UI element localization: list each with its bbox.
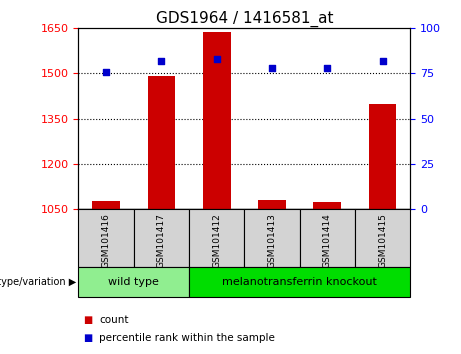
Bar [148, 76, 175, 209]
Text: percentile rank within the sample: percentile rank within the sample [99, 333, 275, 343]
Text: genotype/variation ▶: genotype/variation ▶ [0, 277, 76, 287]
Title: GDS1964 / 1416581_at: GDS1964 / 1416581_at [155, 11, 333, 27]
Point [102, 69, 110, 74]
Bar [78, 209, 134, 267]
Bar [189, 209, 244, 267]
Bar [203, 32, 230, 209]
Bar [369, 104, 396, 209]
Bar [300, 209, 355, 267]
Text: GSM101417: GSM101417 [157, 213, 166, 268]
Text: GSM101415: GSM101415 [378, 213, 387, 268]
Bar [313, 202, 341, 209]
Bar [244, 209, 300, 267]
Bar [355, 209, 410, 267]
Text: melanotransferrin knockout: melanotransferrin knockout [222, 277, 377, 287]
Point [213, 56, 220, 62]
Point [158, 58, 165, 64]
Bar [258, 200, 286, 209]
Bar [92, 201, 120, 209]
Bar [189, 267, 410, 297]
Text: GSM101414: GSM101414 [323, 213, 332, 268]
Text: ■: ■ [83, 333, 92, 343]
Text: GSM101416: GSM101416 [101, 213, 111, 268]
Bar [78, 267, 189, 297]
Text: GSM101412: GSM101412 [212, 213, 221, 268]
Point [379, 58, 386, 64]
Text: ■: ■ [83, 315, 92, 325]
Text: count: count [99, 315, 129, 325]
Point [324, 65, 331, 71]
Text: wild type: wild type [108, 277, 159, 287]
Text: GSM101413: GSM101413 [267, 213, 277, 268]
Bar [134, 209, 189, 267]
Point [268, 65, 276, 71]
